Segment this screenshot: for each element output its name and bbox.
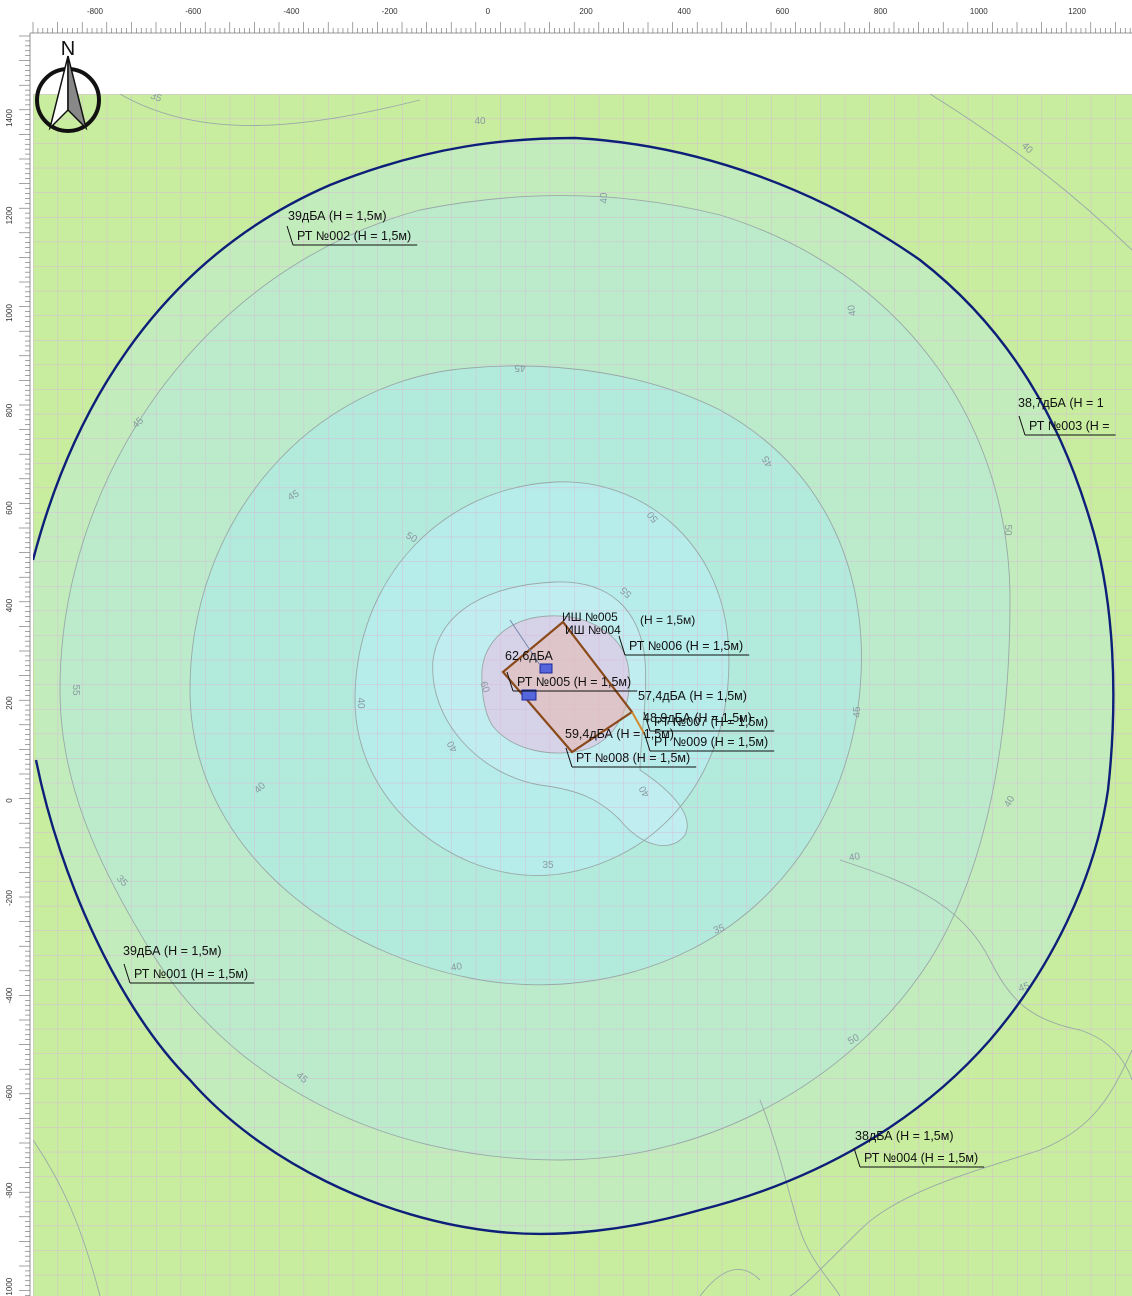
calc-point-labels: 39дБА (Н = 1,5м) РТ №002 (Н = 1,5м) 38,7дБ… — [123, 209, 1116, 1168]
calc-point-level: 39дБА (Н = 1,5м) — [123, 944, 222, 958]
source-label: (Н = 1,5м) — [640, 613, 695, 627]
isoline-label: 60 — [477, 680, 491, 695]
isoline-label: 35 — [149, 91, 164, 105]
top-ruler: -800 -600 -400 -200 0 200 400 600 800 1000 1200 — [0, 0, 1132, 36]
x-axis-ticks: -800 -600 -400 -200 0 200 400 600 800 1000 1200 — [32, 7, 1131, 33]
isoline-label: 40 — [599, 192, 610, 204]
calc-point-name: РТ №004 (Н = 1,5м) — [864, 1151, 978, 1165]
calc-point-level: 48,9дБА (Н = 1,5м) — [643, 711, 752, 725]
x-tick-label: 0 — [486, 7, 491, 16]
calc-point-name: РТ №009 (Н = 1,5м) — [654, 735, 768, 749]
y-tick-label: -1000 — [5, 1277, 14, 1296]
calc-point-leader — [853, 1147, 861, 1168]
x-tick-label: -200 — [382, 7, 399, 16]
y-tick-label: -600 — [5, 1084, 14, 1101]
calc-point-leader — [123, 963, 131, 984]
source-labels: ИШ №005 ИШ №004 (Н = 1,5м) — [562, 610, 695, 637]
isoline-label: 55 — [70, 684, 81, 696]
y-tick-label: 600 — [5, 501, 14, 515]
y-tick-label: 1200 — [5, 206, 14, 224]
calc-point-leader — [618, 635, 626, 656]
north-arrow-right — [67, 55, 88, 131]
isoline-label: 40 — [355, 697, 366, 709]
calc-point: 48,9дБА (Н = 1,5м) РТ №009 (Н = 1,5м) — [643, 711, 775, 752]
calc-point: 38дБА (Н = 1,5м) РТ №004 (Н = 1,5м) — [853, 1129, 985, 1168]
calc-point: 39дБА (Н = 1,5м) РТ №001 (Н = 1,5м) — [123, 944, 255, 984]
x-tick-label: 600 — [776, 7, 790, 16]
boundary-line — [33, 136, 1115, 1236]
y-tick-label: -400 — [5, 987, 14, 1004]
calc-point-name: РТ №003 (Н = — [1029, 419, 1110, 433]
isoline-label: 45 — [852, 706, 863, 718]
isoline-label: 40 — [450, 961, 463, 974]
calc-point-level: 38дБА (Н = 1,5м) — [855, 1129, 954, 1143]
isoline-label: 45 — [514, 362, 526, 373]
left-ruler: 1400 1200 1000 800 600 400 200 0 -200 -400 -600 -80… — [0, 33, 31, 1296]
isoline-label: 40 — [1002, 794, 1017, 810]
isoline-label: 50 — [404, 530, 420, 545]
isoline-label: 40 — [846, 304, 859, 317]
y-tick-label: 200 — [5, 696, 14, 710]
y-axis-ticks: 1400 1200 1000 800 600 400 200 0 -200 -400 -600 -80… — [5, 35, 30, 1296]
y-tick-label: -800 — [5, 1182, 14, 1199]
calc-point-name: РТ №007 (Н = 1,5м) — [654, 715, 768, 729]
y-tick-label: 1000 — [5, 304, 14, 322]
calc-point: РТ №007 (Н = 1,5м) — [643, 711, 775, 732]
calc-point: 57,4дБА (Н = 1,5м) РТ №006 (Н = 1,5м) — [618, 635, 750, 703]
calc-point-level: 39дБА (Н = 1,5м) — [288, 209, 387, 223]
isolines — [33, 94, 1132, 1296]
x-tick-label: 800 — [874, 7, 888, 16]
x-tick-label: 400 — [678, 7, 692, 16]
calc-point: 38,7дБА (Н = 1 РТ №003 (Н = — [1018, 396, 1116, 436]
calc-point-name: РТ №005 (Н = 1,5м) — [517, 675, 631, 689]
isoline-label: 40 — [445, 738, 460, 754]
isoline-label: 40 — [848, 851, 861, 864]
industrial-site — [501, 619, 646, 754]
x-tick-label: 1200 — [1068, 7, 1086, 16]
x-tick-label: -400 — [283, 7, 300, 16]
calc-point-name: РТ №006 (Н = 1,5м) — [629, 639, 743, 653]
calc-point-level: 62,6дБА — [505, 649, 554, 663]
calc-point: 62,6дБА РТ №005 (Н = 1,5м) — [505, 649, 638, 692]
source-marker — [539, 663, 553, 674]
x-tick-label: -800 — [87, 7, 104, 16]
north-arrow: N — [35, 38, 101, 133]
calc-point-leader — [643, 731, 651, 752]
isoline-label: 40 — [637, 783, 652, 799]
x-tick-label: -600 — [185, 7, 202, 16]
x-tick-label: 1000 — [970, 7, 988, 16]
isoline-label: 35 — [712, 922, 727, 936]
calc-point-level: 57,4дБА (Н = 1,5м) — [638, 689, 747, 703]
calc-point-leader — [286, 225, 294, 246]
isoline-label: 50 — [1002, 524, 1013, 536]
y-tick-label: 800 — [5, 403, 14, 417]
calc-point-level: 59,4дБА (Н = 1,5м) — [565, 727, 674, 741]
calc-point-level: 38,7дБА (Н = 1 — [1018, 396, 1104, 410]
y-tick-label: -200 — [5, 889, 14, 906]
y-tick-label: 400 — [5, 598, 14, 612]
isoline-label: 50 — [846, 1032, 862, 1047]
calc-point: 39дБА (Н = 1,5м) РТ №002 (Н = 1,5м) — [286, 209, 418, 246]
calc-point-leader — [1018, 415, 1026, 436]
calc-point-name: РТ №002 (Н = 1,5м) — [297, 229, 411, 243]
y-tick-label: 1400 — [5, 109, 14, 127]
calc-point-leader — [506, 671, 514, 692]
calc-point: 59,4дБА (Н = 1,5м) РТ №008 (Н = 1,5м) — [565, 727, 697, 768]
calc-point-name: РТ №001 (Н = 1,5м) — [134, 967, 248, 981]
isoline-label: 35 — [542, 860, 554, 871]
isoline-label: 40 — [474, 116, 486, 127]
source-label: ИШ №004 — [565, 623, 621, 637]
x-tick-label: 200 — [579, 7, 593, 16]
calc-point-leader — [643, 711, 651, 732]
calc-point-leader — [565, 747, 573, 768]
isoline-label: 45 — [286, 488, 302, 503]
isoline-label: 45 — [760, 453, 775, 469]
y-tick-label: 0 — [5, 798, 14, 803]
calc-point-name: РТ №008 (Н = 1,5м) — [576, 751, 690, 765]
source-marker — [521, 689, 537, 701]
source-label: ИШ №005 — [562, 610, 618, 624]
north-label: N — [61, 38, 75, 60]
